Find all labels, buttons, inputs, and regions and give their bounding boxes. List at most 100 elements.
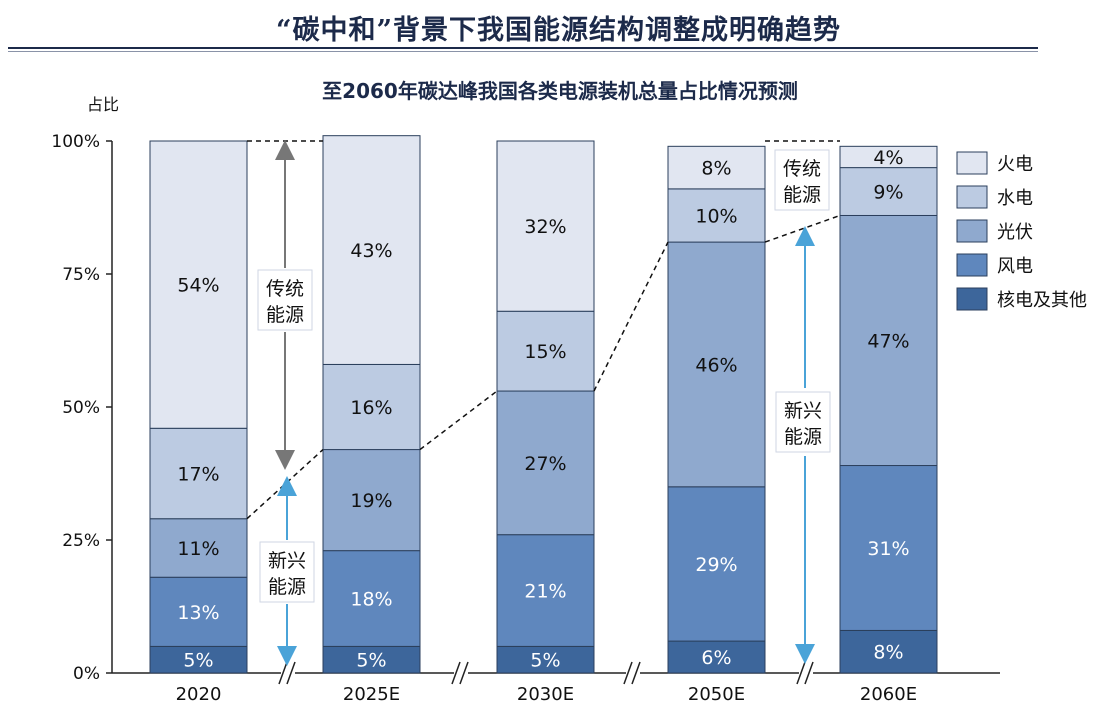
data-label: 11% bbox=[177, 538, 219, 560]
bar-segment-风电 bbox=[149, 576, 248, 647]
data-label: 5% bbox=[356, 650, 386, 672]
bar-segment-水电 bbox=[149, 427, 248, 520]
bar-segment-光伏 bbox=[149, 518, 248, 578]
bar-segment-光伏 bbox=[496, 390, 595, 536]
data-label: 17% bbox=[177, 464, 219, 486]
data-label: 8% bbox=[873, 642, 903, 664]
annotation-box bbox=[774, 149, 830, 211]
bar-segment-水电 bbox=[839, 167, 938, 216]
annotation-box bbox=[259, 541, 315, 603]
renewable-connector-line bbox=[764, 214, 841, 243]
x-tick-label: 2030E bbox=[517, 684, 574, 705]
data-label: 19% bbox=[350, 490, 392, 512]
axis-break-mark bbox=[623, 661, 633, 685]
axis-break-mark bbox=[796, 661, 806, 685]
bar-segment-核电及其他 bbox=[667, 640, 766, 674]
legend-label: 水电 bbox=[997, 188, 1033, 209]
axis-break-mark bbox=[451, 661, 461, 685]
legend-label: 风电 bbox=[997, 256, 1033, 277]
y-tick-label: 0% bbox=[73, 664, 100, 684]
bar-segment-风电 bbox=[496, 534, 595, 647]
bar-segment-火电 bbox=[322, 135, 421, 365]
x-tick-label: 2060E bbox=[860, 684, 917, 705]
data-label: 5% bbox=[183, 650, 213, 672]
bar-segment-火电 bbox=[496, 140, 595, 312]
bar-segment-水电 bbox=[496, 310, 595, 392]
bar-segment-核电及其他 bbox=[496, 645, 595, 674]
x-tick-label: 2050E bbox=[688, 684, 745, 705]
data-label: 32% bbox=[524, 216, 566, 238]
legend-swatch bbox=[956, 219, 988, 243]
bar-segment-核电及其他 bbox=[322, 645, 421, 674]
data-label: 13% bbox=[177, 602, 219, 624]
y-tick-label: 100% bbox=[51, 132, 100, 152]
bar-segment-火电 bbox=[839, 145, 938, 169]
bar-segment-光伏 bbox=[667, 241, 766, 488]
data-label: 10% bbox=[695, 205, 737, 227]
annotation-line2: 能源 bbox=[783, 184, 821, 206]
annotation-box bbox=[257, 269, 313, 331]
data-label: 21% bbox=[524, 581, 566, 603]
bar-segment-核电及其他 bbox=[839, 629, 938, 674]
data-label: 8% bbox=[701, 158, 731, 180]
bar-segment-风电 bbox=[839, 465, 938, 631]
annotation-line1: 新兴 bbox=[784, 400, 822, 422]
annotation-line2: 能源 bbox=[784, 426, 822, 448]
annotation-line2: 能源 bbox=[268, 576, 306, 598]
y-tick-label: 50% bbox=[62, 398, 100, 418]
legend-label: 光伏 bbox=[997, 222, 1033, 243]
renewable-connector-line bbox=[419, 390, 498, 451]
data-label: 31% bbox=[867, 538, 909, 560]
bar-segment-光伏 bbox=[839, 214, 938, 467]
legend-swatch bbox=[956, 253, 988, 277]
data-label: 27% bbox=[524, 453, 566, 475]
data-label: 4% bbox=[873, 147, 903, 169]
annotation-line1: 传统 bbox=[783, 158, 821, 180]
legend-label: 火电 bbox=[997, 154, 1033, 175]
page-title: “碳中和”背景下我国能源结构调整成明确趋势 bbox=[275, 15, 842, 46]
axis-break-mark bbox=[459, 661, 469, 685]
bar-segment-火电 bbox=[149, 140, 248, 429]
data-label: 9% bbox=[873, 182, 903, 204]
data-label: 15% bbox=[524, 341, 566, 363]
y-tick-label: 75% bbox=[62, 265, 100, 285]
title-rule bbox=[8, 47, 1038, 49]
legend-swatch bbox=[956, 151, 988, 175]
bar-segment-风电 bbox=[322, 550, 421, 647]
annotation-line1: 传统 bbox=[266, 278, 304, 300]
chart-title: 至2060年碳达峰我国各类电源装机总量占比情况预测 bbox=[322, 79, 798, 103]
y-axis-label: 占比 bbox=[87, 95, 119, 114]
legend-swatch bbox=[956, 287, 988, 311]
data-label: 6% bbox=[701, 647, 731, 669]
bar-segment-水电 bbox=[667, 188, 766, 243]
annotation-line1: 新兴 bbox=[268, 550, 306, 572]
data-label: 54% bbox=[177, 275, 219, 297]
axis-break-mark bbox=[631, 661, 641, 685]
bar-segment-核电及其他 bbox=[149, 645, 248, 674]
y-tick-label: 25% bbox=[62, 531, 100, 551]
renewable-connector-line bbox=[593, 241, 669, 392]
plot-area: 0% 25% 50% 75% 100% 5% 13% 11% 17% 54% 2020 5% 18% 19… bbox=[51, 132, 1000, 705]
data-label: 43% bbox=[350, 240, 392, 262]
data-label: 18% bbox=[350, 589, 392, 611]
bar-segment-水电 bbox=[322, 363, 421, 451]
data-label: 29% bbox=[695, 554, 737, 576]
x-tick-label: 2020 bbox=[176, 684, 222, 705]
x-tick-label: 2025E bbox=[343, 684, 400, 705]
legend-swatch bbox=[956, 185, 988, 209]
data-label: 5% bbox=[530, 650, 560, 672]
renewable-connector-line bbox=[246, 449, 324, 520]
bar-segment-火电 bbox=[667, 145, 766, 190]
annotation-line2: 能源 bbox=[266, 304, 304, 326]
legend-label: 核电及其他 bbox=[997, 290, 1087, 311]
bar-segment-风电 bbox=[667, 486, 766, 642]
data-label: 16% bbox=[350, 397, 392, 419]
data-label: 46% bbox=[695, 354, 737, 376]
axis-break-mark bbox=[804, 661, 814, 685]
